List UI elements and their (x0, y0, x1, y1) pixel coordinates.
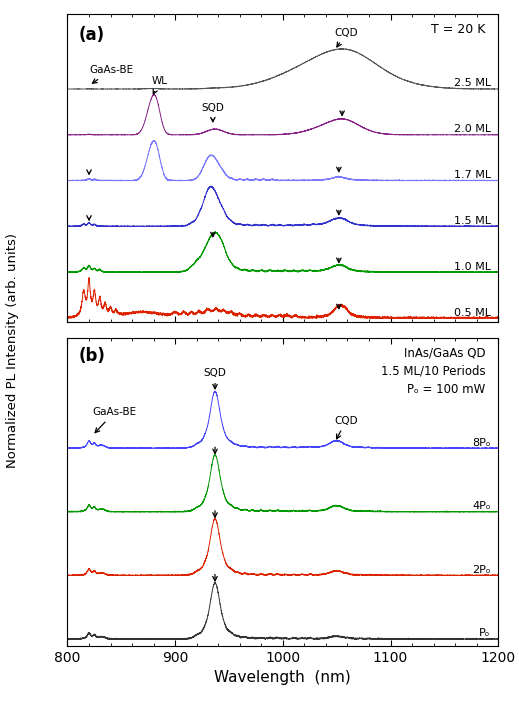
Text: 1.7 ML: 1.7 ML (454, 170, 490, 180)
Text: (a): (a) (78, 27, 104, 44)
Text: 8Pₒ: 8Pₒ (472, 437, 490, 447)
Text: (b): (b) (78, 347, 105, 365)
Text: CQD: CQD (335, 28, 358, 47)
Text: Normalized PL Intensity (arb. units): Normalized PL Intensity (arb. units) (6, 234, 20, 468)
Text: WL: WL (152, 76, 168, 94)
Text: 1.5 ML: 1.5 ML (454, 216, 490, 226)
Text: GaAs-BE: GaAs-BE (89, 65, 133, 84)
Text: T = 20 K: T = 20 K (431, 23, 485, 37)
Text: CQD: CQD (335, 416, 358, 439)
Text: 2Pₒ: 2Pₒ (472, 565, 490, 575)
Text: SQD: SQD (201, 103, 224, 121)
Text: InAs/GaAs QD
1.5 ML/10 Periods
Pₒ = 100 mW: InAs/GaAs QD 1.5 ML/10 Periods Pₒ = 100 … (381, 347, 485, 396)
Text: 2.0 ML: 2.0 ML (454, 124, 490, 134)
X-axis label: Wavelength  (nm): Wavelength (nm) (214, 670, 351, 685)
Text: SQD: SQD (203, 368, 226, 389)
Text: 0.5 ML: 0.5 ML (454, 307, 490, 317)
Text: Pₒ: Pₒ (480, 628, 490, 639)
Text: 1.0 ML: 1.0 ML (454, 262, 490, 272)
Text: GaAs-BE: GaAs-BE (92, 407, 136, 432)
Text: 2.5 ML: 2.5 ML (454, 79, 490, 88)
Text: 4Pₒ: 4Pₒ (472, 501, 490, 511)
